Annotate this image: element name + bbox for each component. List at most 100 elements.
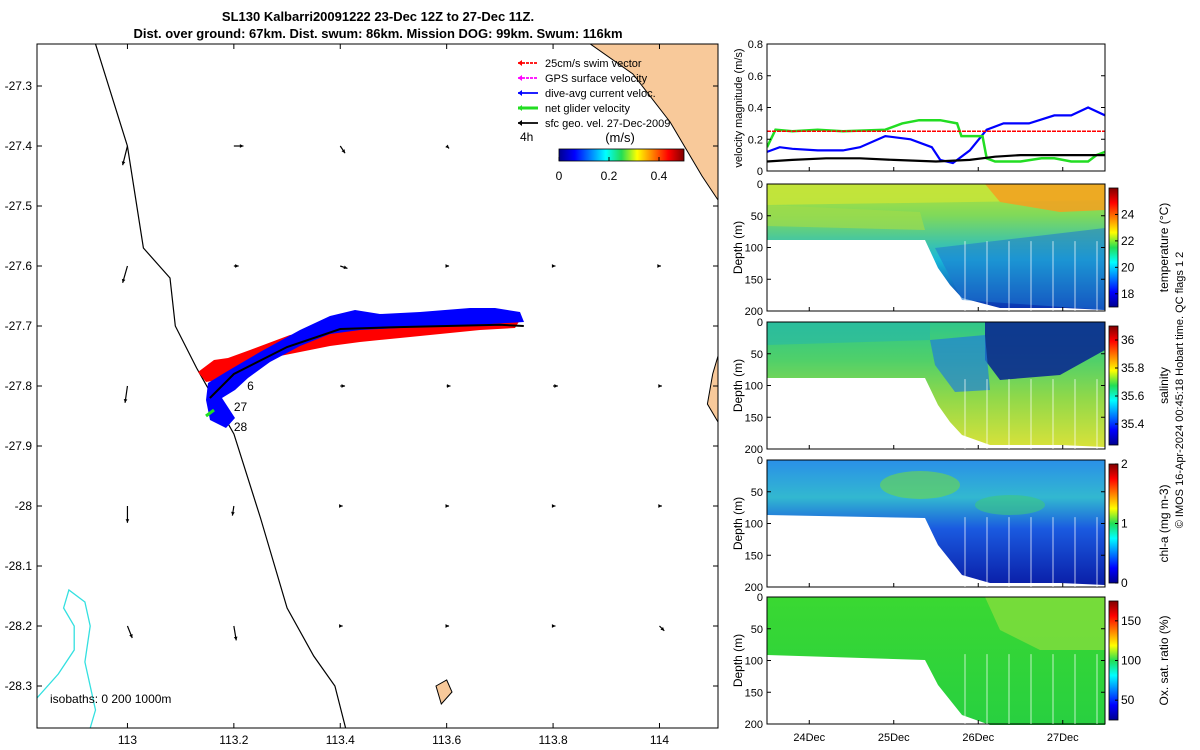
salinity-colorbar-tick-label: 35.4 <box>1121 417 1145 431</box>
chl-a-cbar-label: chl-a (mg m-3) <box>1157 484 1171 562</box>
salinity-low-patch <box>985 322 1105 380</box>
legend-label: sfc geo. vel. 27-Dec-2009 <box>545 118 670 130</box>
oxygen-y-tick-label: 100 <box>745 656 763 668</box>
velocity-y-ticks: 0 0.2 0.4 0.6 0.8 <box>748 39 1105 178</box>
map-y-tick-label: -27.3 <box>5 79 33 93</box>
chl-a-max-patch <box>880 471 960 499</box>
sfc-vector <box>553 384 558 388</box>
sfc-vector <box>445 264 450 268</box>
footer-text: © IMOS 16-Apr-2024 00:45:18 Hobart time.… <box>1174 252 1186 529</box>
temperature-y-tick-label: 50 <box>751 211 763 223</box>
sfc-vector <box>121 145 129 166</box>
colorbar-tick-label: 0.2 <box>601 169 618 183</box>
salinity-section <box>767 322 1105 447</box>
chl-a-y-tick-label: 100 <box>745 519 763 531</box>
temperature-warm-patch <box>985 184 1105 212</box>
map-y-tick-label: -27.9 <box>5 439 33 453</box>
sfc-vector-head <box>658 384 662 388</box>
sfc-vector <box>445 504 450 508</box>
chl-a-y-tick-label: 0 <box>757 455 763 467</box>
sfc-vector-head <box>445 144 450 149</box>
sfc-vector-head <box>446 384 451 388</box>
chl-a-colorbar-tick-label: 0 <box>1121 576 1128 590</box>
velocity-series-line <box>767 106 1105 165</box>
salinity-colorbar <box>1108 325 1119 446</box>
sfc-vector <box>340 265 348 269</box>
chl-a-y-tick-label: 200 <box>745 582 763 594</box>
salinity-colorbar-tick-label: 35.6 <box>1121 389 1145 403</box>
velocity-y-tick-label: 0.8 <box>748 39 763 51</box>
salinity-colorbar-tick-label: 35.8 <box>1121 361 1145 375</box>
sfc-vector <box>339 145 346 154</box>
sfc-vector <box>445 624 450 628</box>
sfc-vector <box>340 384 346 388</box>
sfc-vector <box>445 144 450 149</box>
day-labels: 6 27 28 <box>234 379 254 434</box>
colorbar-gradient <box>558 148 685 162</box>
sfc-vector <box>125 506 130 523</box>
temperature-colorbar-tick-label: 22 <box>1121 234 1135 248</box>
glider-track <box>209 323 524 399</box>
chl-a-y-tick-label: 50 <box>751 487 763 499</box>
sfc-vector <box>233 264 239 268</box>
oxygen-axes: 0 50 100 150 200 24Dec 25Dec 26Dec 27Dec Depth (m… <box>731 592 1171 744</box>
oxygen-colorbar-tick-label: 150 <box>1121 614 1141 628</box>
sfc-vector <box>231 505 235 516</box>
legend-entry: net glider velocity <box>518 103 630 115</box>
sfc-vector-head <box>121 161 126 166</box>
sfc-vector-head <box>660 626 665 631</box>
sfc-vector-head <box>445 504 450 508</box>
salinity-mid-patch <box>930 335 990 392</box>
title-line-1: SL130 Kalbarri20091222 23-Dec 12Z to 27-… <box>222 9 534 24</box>
sfc-vector <box>658 384 662 388</box>
map-y-ticks: -27.3 -27.4 -27.5 -27.6 -27.7 -27.8 -27.9 -28 -2… <box>5 79 718 693</box>
map-y-tick-label: -27.5 <box>5 199 33 213</box>
map-x-tick-label: 113.2 <box>219 733 248 747</box>
sfc-vector-head <box>341 149 346 154</box>
chl-a-colorbar-tick-label: 1 <box>1121 517 1128 531</box>
map-y-tick-label: -27.6 <box>5 259 33 273</box>
map-background <box>37 44 718 728</box>
island <box>435 679 453 706</box>
sfc-vector-head <box>121 278 126 283</box>
legend-arrowhead <box>518 120 522 126</box>
dive-current-swath <box>206 308 524 428</box>
sfc-vector-head <box>339 624 343 628</box>
colorbar-title: (m/s) <box>605 130 635 145</box>
map-y-tick-label: -27.8 <box>5 379 33 393</box>
colorbar-tick-label: 0.4 <box>651 169 668 183</box>
salinity-y-tick-label: 150 <box>745 412 763 424</box>
land-east-inlet <box>706 355 718 423</box>
velocity-y-tick-label: 0 <box>757 166 763 178</box>
salinity-cbar-label: salinity <box>1157 367 1171 404</box>
temperature-y-tick-label: 150 <box>745 274 763 286</box>
salinity-y-tick-label: 200 <box>745 444 763 456</box>
sfc-vector-head <box>129 634 133 638</box>
sfc-vector-head <box>658 504 662 508</box>
map-y-tick-label: -27.4 <box>5 139 33 153</box>
legend-entry: dive-avg current veloc. <box>518 88 656 100</box>
oxygen-y-tick-label: 0 <box>757 592 763 604</box>
salinity-surface-layer <box>767 322 930 345</box>
day-label: 6 <box>247 379 254 393</box>
map-y-tick-label: -28.2 <box>5 619 33 633</box>
colorbar-ticks: 0 0.2 0.4 <box>556 157 668 183</box>
salinity-axes: 0 50 100 150 200 Depth (m) 35.4 35.6 35.8 36 salin… <box>731 317 1171 456</box>
legend-arrowhead <box>518 90 522 96</box>
surface-velocity-vectors <box>121 144 665 641</box>
velocity-series <box>767 106 1105 165</box>
map-x-ticks: 113 113.2 113.4 113.6 113.8 114 <box>118 44 669 747</box>
velocity-y-tick-label: 0.2 <box>748 134 763 146</box>
map-x-tick-label: 113 <box>118 733 137 747</box>
temperature-colorbar-tick-label: 20 <box>1121 260 1135 274</box>
velocity-panel: 0 0.2 0.4 0.6 0.8 velocity magnitude (m/s) <box>733 39 1106 178</box>
map-y-tick-label: -28.3 <box>5 679 33 693</box>
chl-a-ylabel: Depth (m) <box>731 497 745 550</box>
legend-label: net glider velocity <box>545 103 630 115</box>
sfc-vector-head <box>445 624 450 628</box>
sfc-vector-head <box>339 504 343 508</box>
legend-entry: sfc geo. vel. 27-Dec-2009 <box>518 118 670 130</box>
